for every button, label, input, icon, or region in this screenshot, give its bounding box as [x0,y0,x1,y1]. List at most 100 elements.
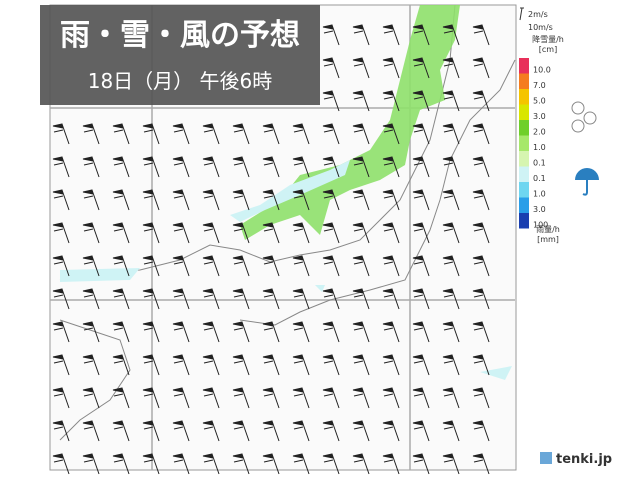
wind-barb [142,321,160,343]
wind-barb [382,288,400,310]
wind-barb [202,354,220,376]
snow-legend-unit: [cm] [539,45,557,54]
wind-barb [292,321,310,343]
wind-barb [382,156,400,178]
wind-barb [382,420,400,442]
wind-barb [442,354,460,376]
wind-barb [352,222,370,244]
wind-barb [472,453,490,475]
wind-barb [322,453,340,475]
wind-barb [412,288,430,310]
wind-barb [382,321,400,343]
scale-label: 1.0 [533,190,546,199]
wind-barb [52,288,70,310]
wind-barb [82,354,100,376]
wind-barb [442,156,460,178]
wind-barb [352,57,370,79]
wind-barb [442,123,460,145]
wind-barb [412,123,430,145]
wind-barb [52,321,70,343]
wind-barb [202,255,220,277]
scale-swatch [519,166,529,182]
wind-barb [262,222,280,244]
wind-barb [442,321,460,343]
scale-swatch [519,120,529,136]
title-box [40,5,320,105]
wind-barb [292,123,310,145]
wind-barb [472,123,490,145]
wind-barb [322,156,340,178]
wind-barb [412,156,430,178]
wind-barb [322,288,340,310]
scale-label: 0.1 [533,174,546,183]
color-scale: 10.0 7.0 5.0 3.0 2.0 1.0 0.1 0.1 1.0 3.0 100 [519,58,551,230]
wind-barb [232,156,250,178]
wind-barb [442,255,460,277]
wind-barb [52,189,70,211]
wind-barb [262,387,280,409]
wind-barb [472,90,490,112]
wind-barb [172,354,190,376]
wind-barb [412,387,430,409]
wind-barb [82,156,100,178]
wind-barb [382,387,400,409]
wind-barb [202,156,220,178]
wind-barb [262,420,280,442]
wind-barb [322,57,340,79]
wind-barb [412,189,430,211]
wind-barb [442,387,460,409]
scale-swatch [519,89,529,105]
wind-barb [292,222,310,244]
wind-barb [262,288,280,310]
wind-barb [442,453,460,475]
wind-barb [232,354,250,376]
scale-label: 3.0 [533,205,546,214]
wind-barb [202,321,220,343]
wind-barb [322,90,340,112]
wind-barb [142,354,160,376]
wind-barb [112,288,130,310]
snow-legend-title: 降雪量/h [532,34,564,44]
scale-label: 3.0 [533,112,546,121]
wind-barb [112,387,130,409]
wind-barb [382,453,400,475]
wind-barb [172,156,190,178]
scale-swatch [519,213,529,229]
wind-barb [142,156,160,178]
wind-barb [82,123,100,145]
wind-barb [142,123,160,145]
wind-barb [82,453,100,475]
wind-barb [262,156,280,178]
wind-barb [292,255,310,277]
wind-barb [232,321,250,343]
wind-barb [472,156,490,178]
grid-lines [50,5,515,470]
scale-swatch [519,182,529,198]
wind-barb [322,123,340,145]
wind-barb [232,288,250,310]
wind-barb [112,222,130,244]
wind-barb [112,420,130,442]
wind-barb [172,222,190,244]
wind-barb [172,453,190,475]
wind-barb [52,156,70,178]
wind-barb [232,387,250,409]
wind-barb [292,453,310,475]
scale-label: 7.0 [533,81,546,90]
wind-barb [382,354,400,376]
wind-barb [112,453,130,475]
wind-barb [322,222,340,244]
wind-barb [232,255,250,277]
wind-barb [142,189,160,211]
wind-barb [382,123,400,145]
wind-barb [52,354,70,376]
scale-label: 100 [533,221,548,230]
wind-barb [82,387,100,409]
wind-barb [322,387,340,409]
wind-barb [442,288,460,310]
wind-barb [202,453,220,475]
wind-barb [232,420,250,442]
umbrella-icon [575,168,599,196]
coastline [59,4,516,326]
